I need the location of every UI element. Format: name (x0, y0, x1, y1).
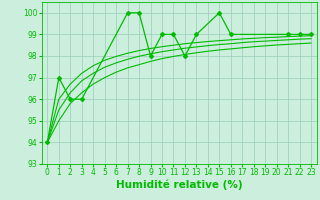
X-axis label: Humidité relative (%): Humidité relative (%) (116, 180, 243, 190)
